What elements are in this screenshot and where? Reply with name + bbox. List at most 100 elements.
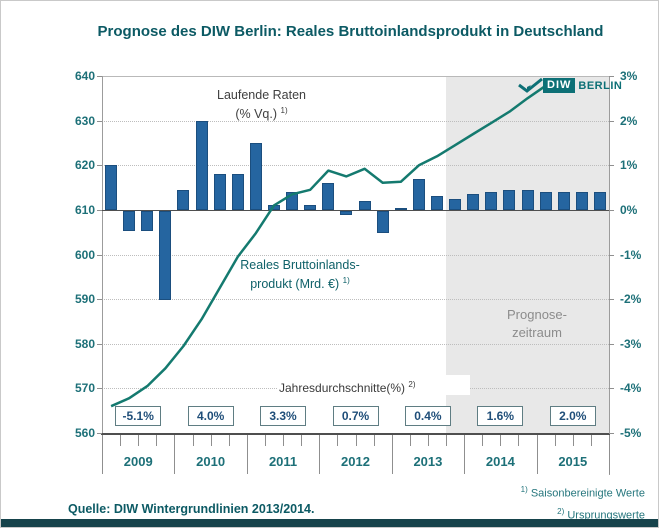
right-axis-tick <box>609 76 614 77</box>
annual-average-box: -5.1% <box>115 406 162 426</box>
footnotes: 1) Saisonbereinigte Werte 2) Ursprungswe… <box>521 481 645 524</box>
year-separator-tick <box>246 435 248 474</box>
quarterly-rate-bar <box>231 174 244 210</box>
right-axis-label: 3% <box>620 69 638 83</box>
quarterly-rate-bar <box>593 192 606 210</box>
year-separator-tick <box>174 435 176 474</box>
quarterly-rate-bar <box>521 189 534 210</box>
quarterly-rate-bar <box>159 210 172 301</box>
left-axis-tick <box>97 343 102 345</box>
footnote-marker: 1) <box>342 276 350 285</box>
right-axis-label: -5% <box>620 426 642 440</box>
quarterly-rate-bar <box>358 200 371 210</box>
right-axis-tick <box>609 165 614 167</box>
left-axis-label: 590 <box>74 292 95 307</box>
year-separator-tick <box>102 435 103 474</box>
right-axis-tick <box>609 120 614 122</box>
quarterly-rate-bar <box>304 205 317 210</box>
bottom-accent-bar <box>1 519 658 527</box>
quarterly-rate-bar <box>268 205 281 210</box>
quarter-tick <box>337 435 339 446</box>
berlin-logo-text: BERLIN <box>578 79 623 92</box>
quarterly-rate-bar <box>376 210 389 234</box>
year-label: 2013 <box>413 454 443 469</box>
left-axis-tick <box>97 209 102 211</box>
quarterly-rate-bar <box>340 210 353 216</box>
quarter-tick <box>373 435 375 446</box>
left-axis-tick <box>97 388 102 390</box>
gridline <box>102 165 609 167</box>
line-series-label-line2: produkt (Mrd. €) 1) <box>250 276 350 292</box>
quarter-tick <box>192 435 194 446</box>
right-axis-label: 2% <box>620 113 638 128</box>
right-axis-label: -2% <box>620 292 642 307</box>
quarterly-rate-bar <box>467 194 480 210</box>
year-separator-tick <box>464 435 466 474</box>
quarter-tick <box>427 435 429 446</box>
right-axis-label: 1% <box>620 158 638 173</box>
quarterly-rate-bar <box>557 192 570 210</box>
bar-series-label-line2: (% Vq.) 1) <box>235 106 288 122</box>
diw-logo-text: DIW <box>543 78 576 93</box>
year-label: 2011 <box>268 454 298 469</box>
quarterly-rate-bar <box>503 189 516 210</box>
annual-averages-label: Jahresdurchschnitte(%) 2) <box>277 375 470 395</box>
footnote-2: 2) Ursprungswerte <box>557 506 645 522</box>
right-axis-label: -3% <box>620 336 642 351</box>
right-axis-tick <box>609 388 614 390</box>
quarter-tick <box>120 435 122 446</box>
bar-series-label-line1: Laufende Raten <box>217 88 306 102</box>
quarter-tick <box>590 435 592 446</box>
plot-top-border <box>102 76 609 77</box>
right-axis-tick <box>609 299 614 301</box>
left-axis-tick <box>97 120 102 122</box>
quarter-tick <box>500 435 502 446</box>
right-axis-line <box>609 76 610 475</box>
year-separator-tick <box>391 435 393 474</box>
left-axis-label: 560 <box>74 426 95 440</box>
year-label: 2014 <box>485 454 515 469</box>
right-axis-label: -4% <box>620 381 642 396</box>
quarter-tick <box>210 435 212 446</box>
gridline <box>102 343 609 345</box>
quarterly-rate-bar <box>105 165 118 210</box>
annual-average-box: 0.4% <box>404 406 451 426</box>
quarter-tick <box>554 435 556 446</box>
bar-series-label: Laufende Raten (% Vq.) 1) <box>179 87 344 122</box>
quarterly-rate-bar <box>286 192 299 210</box>
right-axis-tick <box>609 209 614 211</box>
footnote-marker: 2) <box>408 380 416 389</box>
quarter-tick <box>355 435 357 446</box>
year-label: 2015 <box>558 454 588 469</box>
annual-average-box: 1.6% <box>477 406 524 426</box>
forecast-period-label: Prognose- zeitraum <box>507 307 567 340</box>
zero-line <box>102 209 609 211</box>
quarterly-rate-bar <box>177 189 190 210</box>
left-axis-label: 610 <box>74 202 95 217</box>
right-axis-tick <box>609 433 614 434</box>
year-label: 2009 <box>123 454 153 469</box>
year-separator-tick <box>536 435 538 474</box>
left-axis-tick <box>97 299 102 301</box>
quarterly-rate-bar <box>539 192 552 210</box>
quarter-tick <box>409 435 411 446</box>
quarterly-rate-bar <box>394 207 407 210</box>
annual-average-box: 2.0% <box>549 406 596 426</box>
year-separator-tick <box>609 435 610 474</box>
quarterly-rate-bar <box>575 192 588 210</box>
annual-average-box: 0.7% <box>332 406 379 426</box>
gridline <box>102 299 609 301</box>
year-label: 2010 <box>196 454 226 469</box>
right-axis-label: -1% <box>620 247 642 262</box>
annual-average-box: 4.0% <box>187 406 234 426</box>
left-axis-label: 580 <box>74 336 95 351</box>
footnote-1: 1) Saisonbereinigte Werte <box>520 485 645 500</box>
quarter-tick <box>301 435 303 446</box>
left-axis-label: 630 <box>74 113 95 128</box>
quarter-tick <box>482 435 484 446</box>
line-series-label: Reales Bruttoinlands- produkt (Mrd. €) 1… <box>214 257 386 292</box>
footnote-marker: 1) <box>280 106 288 115</box>
